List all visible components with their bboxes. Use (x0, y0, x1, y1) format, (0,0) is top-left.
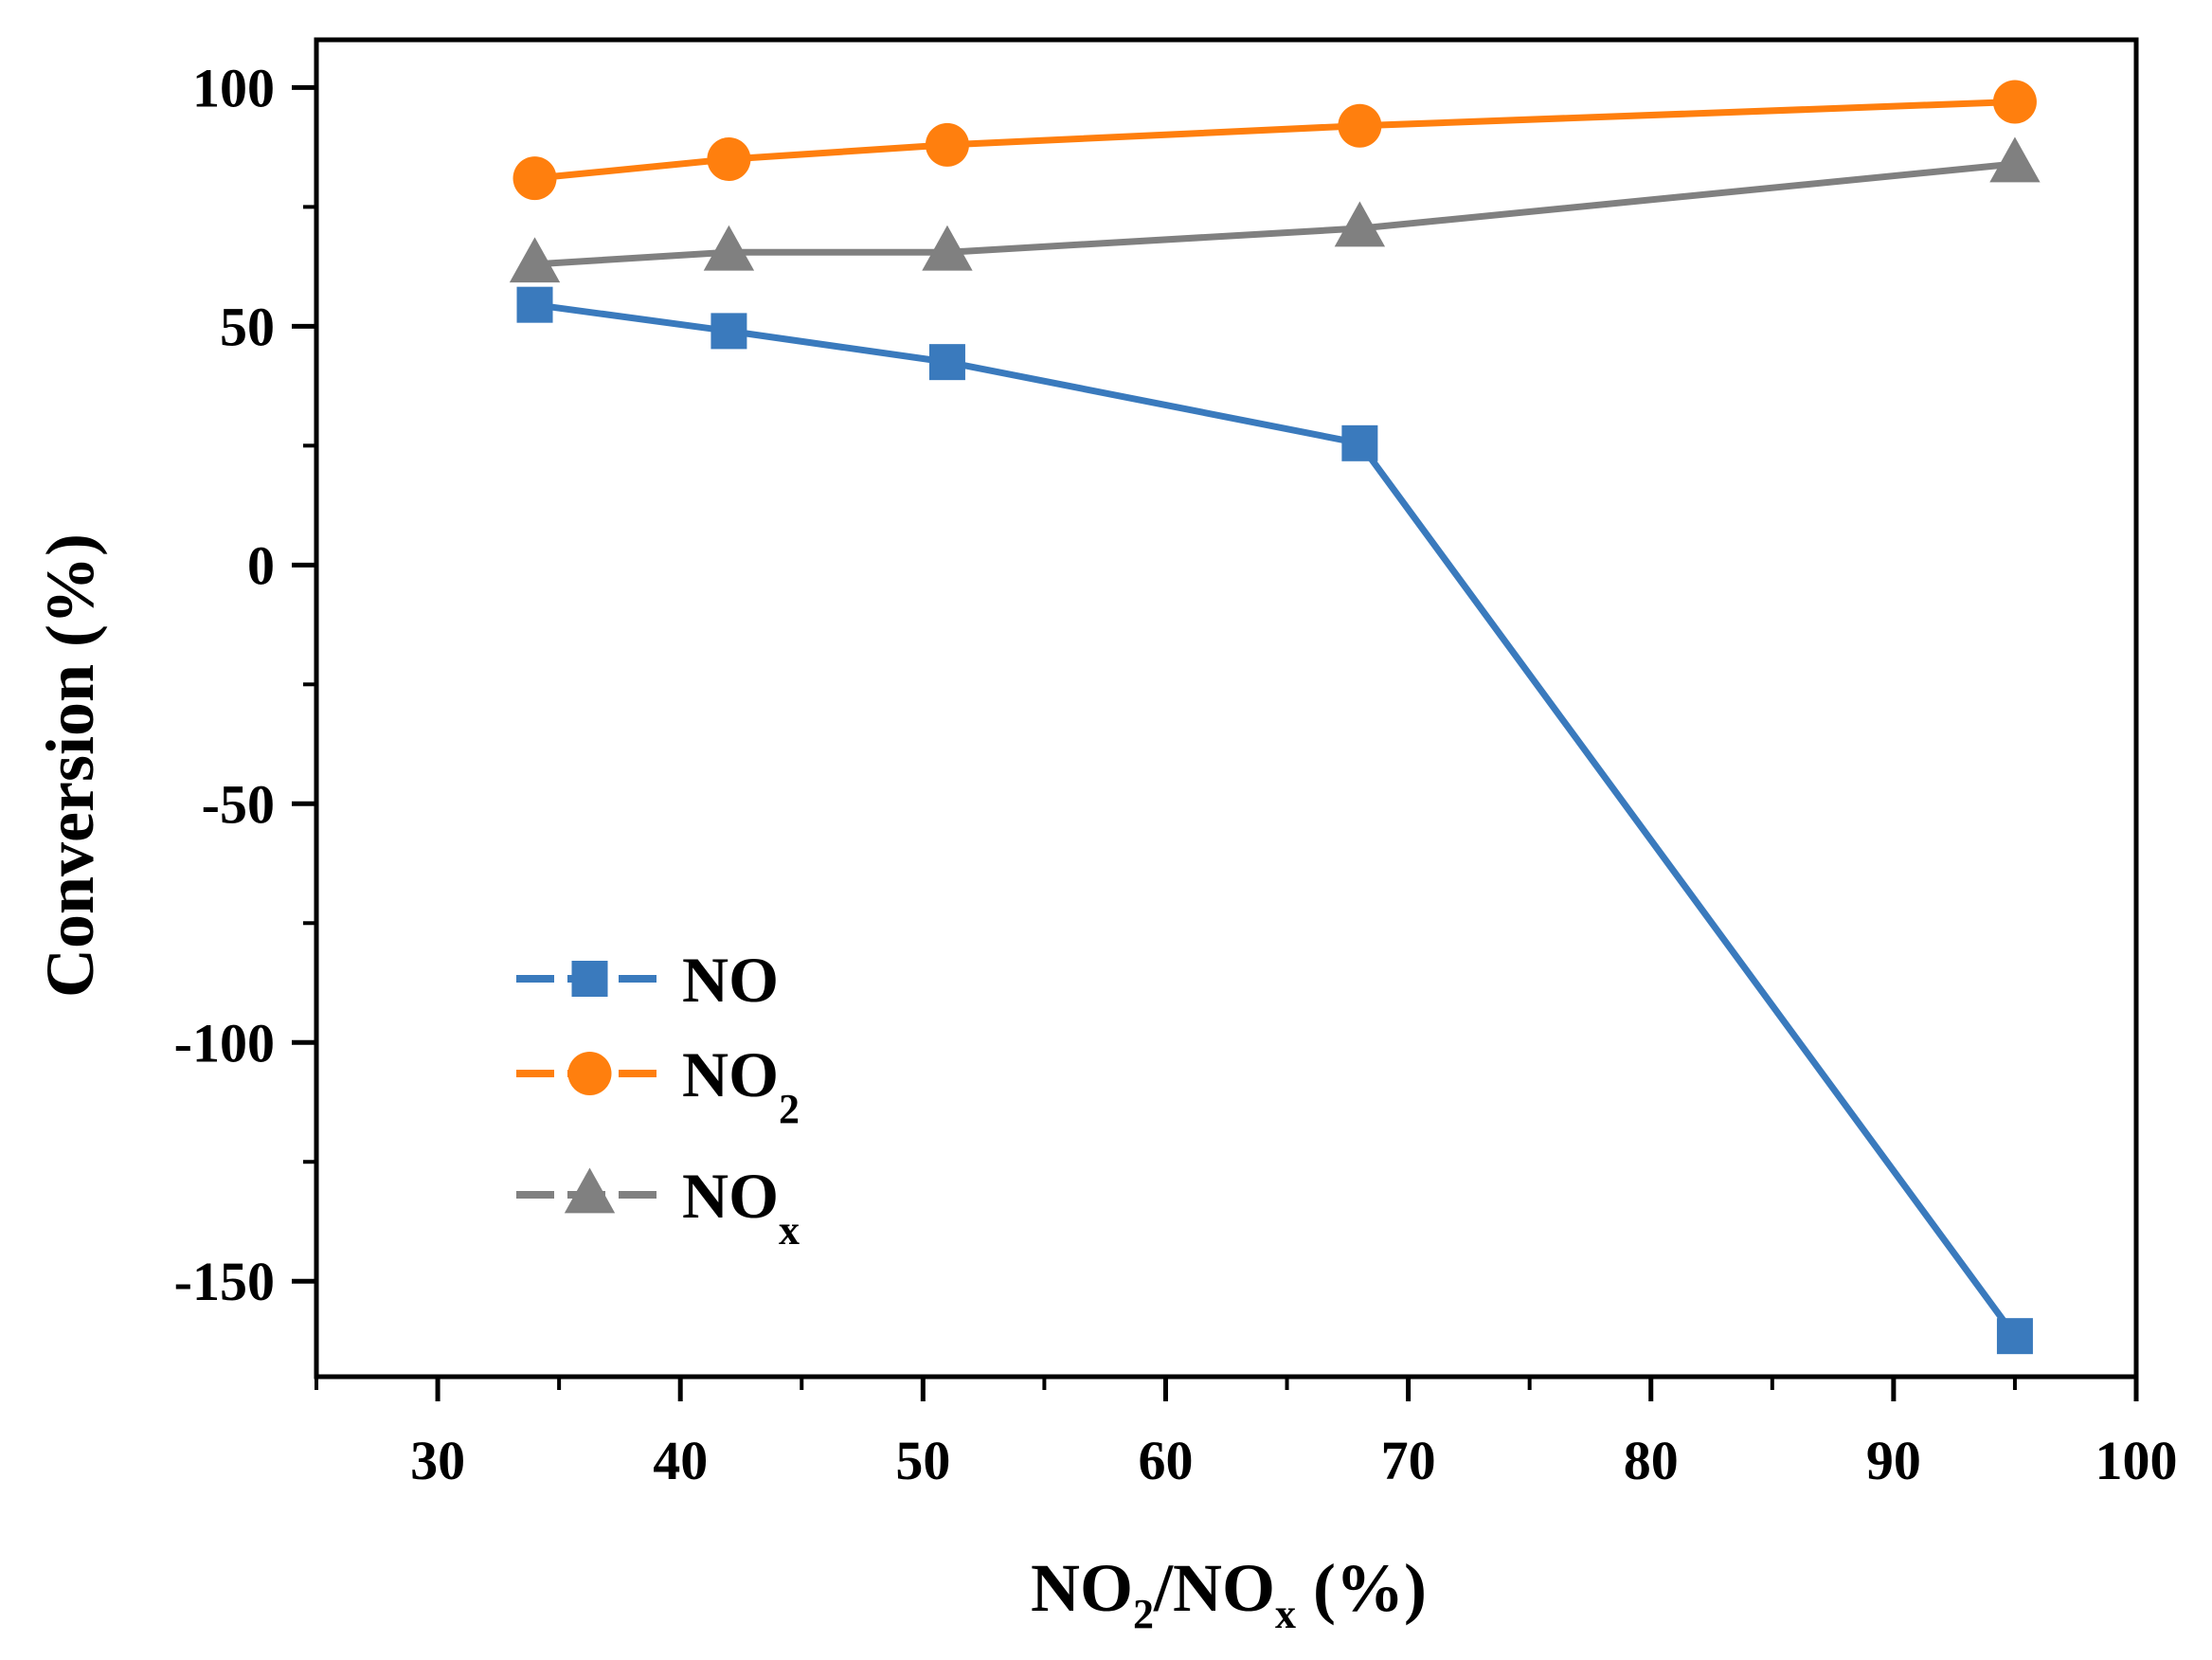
y-tick-label: -100 (174, 1012, 275, 1074)
data-point-square (1996, 1318, 2033, 1355)
data-point-square (516, 286, 553, 323)
x-axis-title: NO2/NOx (%) (1031, 1550, 1427, 1637)
x-tick-label: 80 (1624, 1430, 1679, 1491)
legend-marker-triangle (564, 1167, 616, 1214)
y-tick-label: 100 (192, 57, 275, 118)
y-tick-label: 50 (220, 296, 275, 357)
x-tick-label: 100 (2095, 1430, 2178, 1491)
data-point-triangle (703, 225, 755, 271)
x-tick-label: 30 (410, 1430, 465, 1491)
series-circle (513, 80, 2037, 201)
data-point-circle (513, 156, 557, 201)
legend: NO NO2 NOx (516, 944, 800, 1254)
plot-frame (314, 37, 2139, 1380)
data-point-circle (925, 122, 969, 167)
x-tick-label: 60 (1138, 1430, 1193, 1491)
legend-label: NO2 (682, 1038, 800, 1132)
x-tick-label: 50 (895, 1430, 950, 1491)
y-axis-title: Conversion (%) (32, 533, 108, 998)
data-point-circle (1992, 80, 2037, 124)
data-point-circle (1338, 103, 1382, 148)
data-point-triangle (509, 237, 561, 283)
series-line (534, 99, 2016, 182)
series-square (516, 286, 2033, 1355)
data-point-square (1341, 424, 1378, 461)
data-point-triangle (922, 225, 973, 271)
data-point-square (928, 344, 965, 381)
y-tick-label: -50 (202, 773, 275, 835)
axis-titles: NO2/NOx (%) Conversion (%) (32, 533, 1427, 1637)
x-tick-label: 40 (653, 1430, 708, 1491)
legend-item: NO (516, 944, 779, 1016)
data-point-triangle (1334, 201, 1386, 247)
legend-item: NOx (516, 1160, 800, 1254)
legend-item: NO2 (516, 1038, 800, 1132)
legend-label: NO (682, 944, 779, 1016)
legend-label: NOx (682, 1160, 800, 1254)
legend-marker-square (571, 961, 608, 997)
y-tick-label: -150 (174, 1251, 275, 1312)
data-point-square (710, 313, 747, 350)
legend-marker-circle (567, 1052, 612, 1095)
series-line (534, 160, 2016, 268)
y-tick-label: 0 (247, 534, 275, 596)
plot-layer (509, 80, 2041, 1355)
series-triangle (509, 136, 2041, 283)
axis-layer: 30 40 50 60 70 80 90 100 -150 -100 -50 0 50 100 (174, 37, 2178, 1491)
data-point-triangle (1989, 136, 2041, 183)
data-point-circle (707, 136, 751, 181)
x-tick-label: 70 (1381, 1430, 1436, 1491)
x-tick-label: 90 (1866, 1430, 1921, 1491)
